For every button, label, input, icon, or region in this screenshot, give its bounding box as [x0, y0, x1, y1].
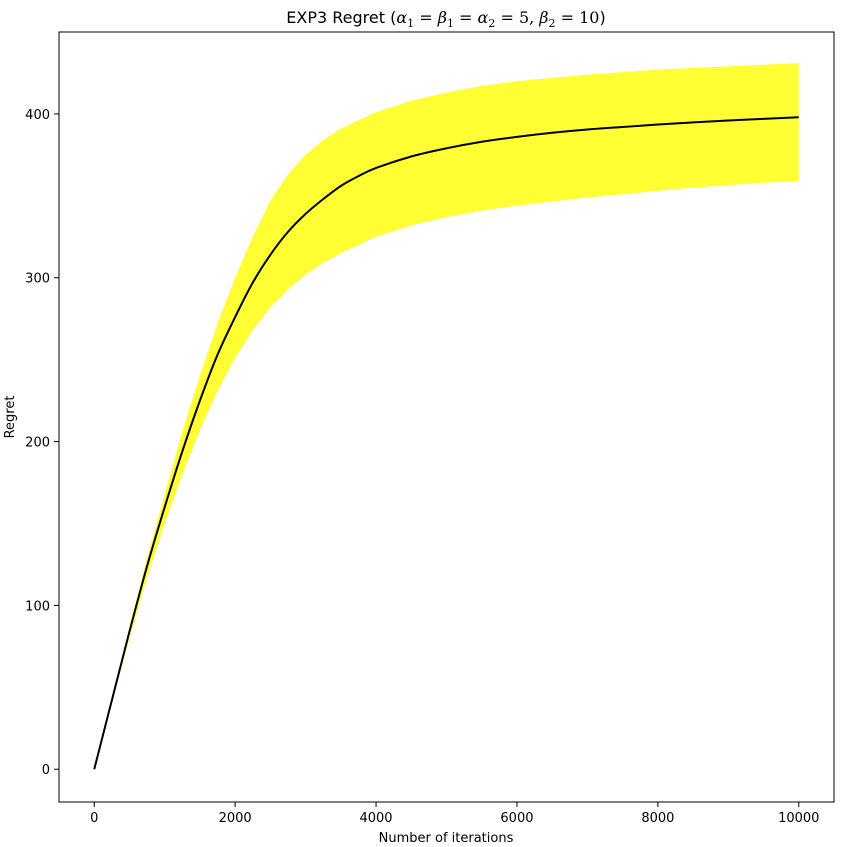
- chart-title-math-part: = 5,: [495, 8, 539, 27]
- x-tick-label: 6000: [500, 811, 533, 826]
- plot-area: [93, 63, 799, 770]
- y-axis-label: Regret: [3, 396, 18, 439]
- chart-title-math-part: β: [437, 8, 447, 27]
- y-tick-label: 100: [25, 599, 50, 614]
- regret-mean-line: [93, 116, 799, 770]
- chart-title-math-part: α: [396, 8, 407, 27]
- y-tick-label: 300: [25, 272, 50, 287]
- x-axis-label: Number of iterations: [379, 831, 514, 846]
- y-axis: 0 100 200 300 400: [25, 108, 59, 778]
- x-tick-label: 2000: [219, 811, 252, 826]
- confidence-band: [94, 63, 799, 770]
- x-tick-label: 0: [90, 811, 98, 826]
- chart-title-math-part: =: [454, 8, 478, 27]
- x-tick-label: 8000: [641, 811, 674, 826]
- axes-frame: [58, 31, 835, 803]
- chart-title-math-part: =: [414, 8, 438, 27]
- y-tick-label: 400: [25, 108, 50, 123]
- x-tick-label: 10000: [778, 811, 819, 826]
- chart-title-suffix: ): [599, 8, 605, 27]
- chart-title-math-part: α: [478, 8, 489, 27]
- chart-title: EXP3 Regret (α1 = β1 = α2 = 5, β2 = 10): [286, 8, 605, 30]
- chart-title-prefix: EXP3 Regret (: [286, 8, 396, 27]
- y-tick-label: 200: [25, 436, 50, 451]
- chart-title-math-part: 2: [549, 17, 556, 30]
- chart-title-math-part: = 10: [556, 8, 600, 27]
- x-axis: 0 2000 4000 6000 8000 10000: [90, 802, 819, 826]
- chart-title-math-part: 1: [447, 17, 454, 30]
- x-tick-label: 4000: [359, 811, 392, 826]
- chart-title-math-part: 2: [488, 17, 495, 30]
- y-tick-label: 0: [42, 763, 50, 778]
- chart-title-math-part: β: [538, 8, 548, 27]
- chart-title-math-part: 1: [407, 17, 414, 30]
